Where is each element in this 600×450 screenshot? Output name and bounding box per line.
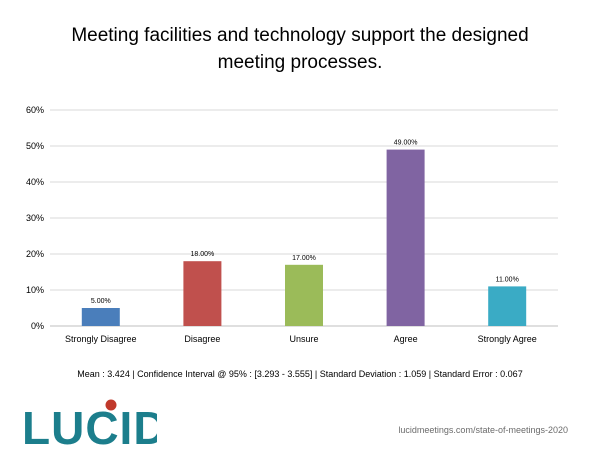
bar: [183, 261, 222, 326]
source-url: lucidmeetings.com/state-of-meetings-2020: [398, 425, 568, 435]
chart-title: Meeting facilities and technology suppor…: [71, 25, 529, 73]
category-label: Strongly Disagree: [65, 334, 137, 344]
y-tick-label: 0%: [31, 321, 44, 331]
logo-dot: [105, 399, 117, 411]
data-label: 11.00%: [496, 276, 519, 283]
category-label: Agree: [394, 334, 418, 344]
category-label: Unsure: [289, 334, 318, 344]
bar: [285, 264, 323, 326]
y-tick-label: 30%: [26, 213, 44, 223]
data-label: 17.00%: [292, 255, 316, 262]
y-tick-label: 10%: [26, 285, 44, 295]
bar: [81, 308, 120, 326]
y-tick-label: 40%: [26, 177, 44, 187]
summary-statistics: Mean : 3.424 | Confidence Interval @ 95%…: [77, 369, 523, 379]
data-label: 5.00%: [91, 298, 111, 305]
y-tick-label: 20%: [26, 249, 44, 259]
category-label: Disagree: [184, 334, 220, 344]
bar: [386, 149, 425, 326]
lucid-logo: LUCID: [22, 399, 157, 448]
y-tick-label: 60%: [26, 105, 44, 115]
bar: [488, 286, 527, 326]
y-tick-label: 50%: [26, 141, 44, 151]
data-label: 49.00%: [394, 140, 418, 147]
bar-chart: 0% 10% 20% 30% 40% 50% 60% 5.00% Strongly Disagr…: [26, 105, 558, 344]
logo-wordmark: LUCID: [22, 402, 157, 448]
category-label: Strongly Agree: [478, 334, 537, 344]
data-label: 18.00%: [191, 251, 215, 258]
